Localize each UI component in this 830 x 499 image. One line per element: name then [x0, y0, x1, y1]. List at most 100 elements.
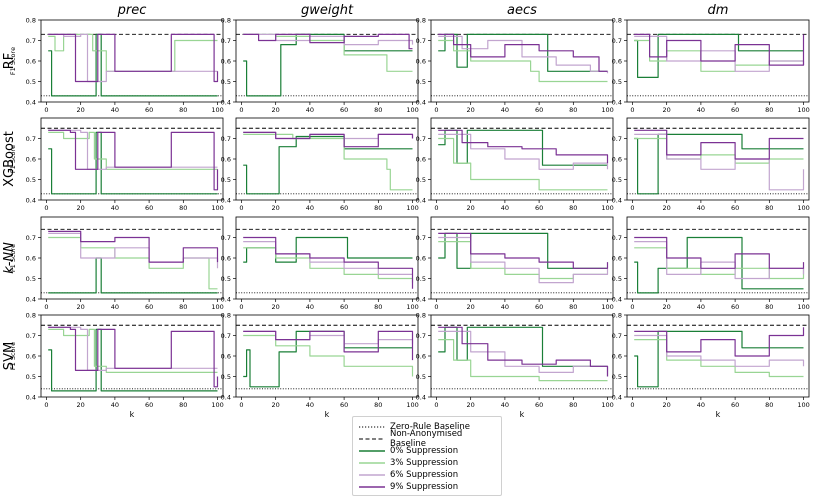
x-tick-label: 80 — [569, 303, 577, 311]
x-tick-label: 20 — [663, 106, 671, 114]
x-tick-label: 80 — [569, 401, 577, 409]
y-tick-label: 0.7 — [221, 332, 231, 340]
y-tick-label: 0.6 — [612, 353, 622, 361]
y-tick-label: 0.5 — [612, 78, 622, 86]
x-tick-label: 0 — [239, 204, 243, 212]
panel-xgboost-aecs: 0.4 0.5 0.6 0.7 0 20 40 60 80 100 — [416, 117, 614, 212]
y-tick-label: 0.4 — [221, 394, 231, 402]
series-line-3pct-suppression — [48, 131, 218, 170]
y-tick-label: 0.5 — [221, 78, 231, 86]
legend-entry-supp-3: 3% Suppression — [359, 456, 458, 469]
legend-label-supp-6: 6% Suppression — [390, 469, 459, 480]
x-axis-label: k — [130, 410, 135, 419]
legend-label-non-anon: Non-Anonymised Baseline — [389, 428, 463, 449]
y-tick-label: 0.7 — [221, 234, 231, 242]
x-axis-label: k — [520, 410, 525, 419]
series-line-9pct-suppression — [48, 230, 219, 263]
panel-frame — [626, 216, 810, 300]
y-tick-label: 0.5 — [612, 373, 622, 381]
x-tick-label: 60 — [340, 106, 348, 114]
y-tick-label: 0.7 — [26, 135, 36, 143]
x-tick-label: 20 — [77, 106, 85, 114]
panel-frame — [40, 19, 224, 103]
x-tick-label: 100 — [406, 401, 418, 409]
y-tick-label: 0.4 — [221, 296, 231, 304]
x-tick-label: 0 — [44, 204, 48, 212]
series-line-9pct-suppression — [243, 236, 414, 289]
y-tick-label: 0.6 — [612, 156, 622, 164]
x-tick-label: 80 — [179, 204, 187, 212]
panel-xgboost-prec: 0.4 0.5 0.6 0.7 0 20 40 60 80 100 F1 Score — [9, 117, 224, 212]
x-tick-label: 40 — [697, 204, 705, 212]
x-tick-label: 80 — [179, 401, 187, 409]
y-tick-label: 0.6 — [416, 156, 426, 164]
panel-xgboost-gweight: 0.4 0.5 0.6 0.7 0 20 40 60 80 100 — [221, 117, 419, 212]
series-line-0pct-suppression — [634, 133, 804, 195]
x-tick-label: 100 — [211, 303, 223, 311]
x-tick-label: 0 — [434, 401, 438, 409]
x-tick-label: 80 — [765, 401, 773, 409]
y-tick-label: 0.7 — [26, 37, 36, 45]
series-line-3pct-suppression — [438, 339, 608, 382]
y-tick-label: 0.7 — [612, 135, 622, 143]
panel-k-nn-gweight: 0.4 0.5 0.6 0.7 0 20 40 60 80 100 — [221, 216, 419, 311]
y-tick-label: 0.6 — [416, 353, 426, 361]
x-tick-label: 80 — [374, 204, 382, 212]
x-tick-label: 20 — [272, 106, 280, 114]
x-tick-label: 60 — [145, 401, 153, 409]
legend-label-zero-rule: Zero-Rule Baseline — [390, 421, 471, 432]
x-tick-label: 20 — [77, 204, 85, 212]
x-tick-label: 0 — [434, 204, 438, 212]
series-line-3pct-suppression — [438, 137, 608, 191]
y-tick-label: 0.6 — [612, 255, 622, 263]
panel-plot-area — [431, 33, 613, 97]
panel-rf-prec: 0.4 0.5 0.6 0.7 0.8 0 20 40 60 80 100 F1 Score — [9, 17, 224, 115]
y-tick-label: 0.7 — [612, 37, 622, 45]
x-axis-label: k — [716, 410, 721, 419]
x-tick-label: 0 — [44, 303, 48, 311]
panel-plot-area — [236, 33, 418, 97]
x-tick-label: 40 — [111, 401, 119, 409]
x-tick-label: 100 — [601, 204, 613, 212]
y-tick-label: 0.8 — [221, 312, 231, 320]
y-tick-label: 0.5 — [221, 275, 231, 283]
x-tick-label: 40 — [501, 204, 509, 212]
x-tick-label: 80 — [569, 106, 577, 114]
x-tick-label: 100 — [797, 204, 809, 212]
y-axis-label: F1 Score — [9, 47, 17, 75]
y-tick-label: 0.8 — [416, 312, 426, 320]
y-tick-label: 0.6 — [416, 255, 426, 263]
panel-frame — [235, 19, 419, 103]
legend-swatch-supp-3 — [359, 461, 385, 464]
x-tick-label: 40 — [501, 401, 509, 409]
series-line-9pct-suppression — [48, 33, 219, 83]
y-tick-label: 0.4 — [221, 197, 231, 205]
x-tick-label: 100 — [406, 303, 418, 311]
y-tick-label: 0.4 — [416, 99, 426, 107]
x-tick-label: 0 — [630, 303, 634, 311]
x-tick-label: 60 — [145, 303, 153, 311]
panel-k-nn-aecs: 0.4 0.5 0.6 0.7 0 20 40 60 80 100 — [416, 216, 614, 311]
panel-svm-prec: 0.4 0.5 0.6 0.7 0.8 0 20 40 60 80 100 F1 Score k — [9, 312, 224, 420]
legend-swatch-supp-9 — [359, 485, 385, 488]
legend-entry-supp-0: 0% Suppression — [359, 444, 458, 457]
panel-svm-dm: 0.4 0.5 0.6 0.7 0.8 0 20 40 60 80 100 k — [612, 312, 810, 420]
series-line-0pct-suppression — [438, 33, 608, 72]
series-line-0pct-suppression — [243, 33, 413, 97]
x-tick-label: 60 — [535, 106, 543, 114]
series-line-9pct-suppression — [48, 129, 219, 191]
row-title-xgboost: XGBoost — [2, 131, 17, 187]
x-tick-label: 100 — [406, 204, 418, 212]
y-tick-label: 0.6 — [26, 353, 36, 361]
x-tick-label: 100 — [797, 106, 809, 114]
panel-rf-gweight: 0.4 0.5 0.6 0.7 0.8 0 20 40 60 80 100 — [221, 17, 419, 115]
x-tick-label: 40 — [697, 303, 705, 311]
x-tick-label: 20 — [467, 106, 475, 114]
x-tick-label: 100 — [211, 401, 223, 409]
panel-plot-area — [627, 33, 809, 97]
y-tick-label: 0.5 — [221, 373, 231, 381]
column-title-gweight: gweight — [301, 3, 354, 18]
x-tick-label: 40 — [501, 303, 509, 311]
y-tick-label: 0.5 — [416, 275, 426, 283]
y-tick-label: 0.4 — [221, 99, 231, 107]
